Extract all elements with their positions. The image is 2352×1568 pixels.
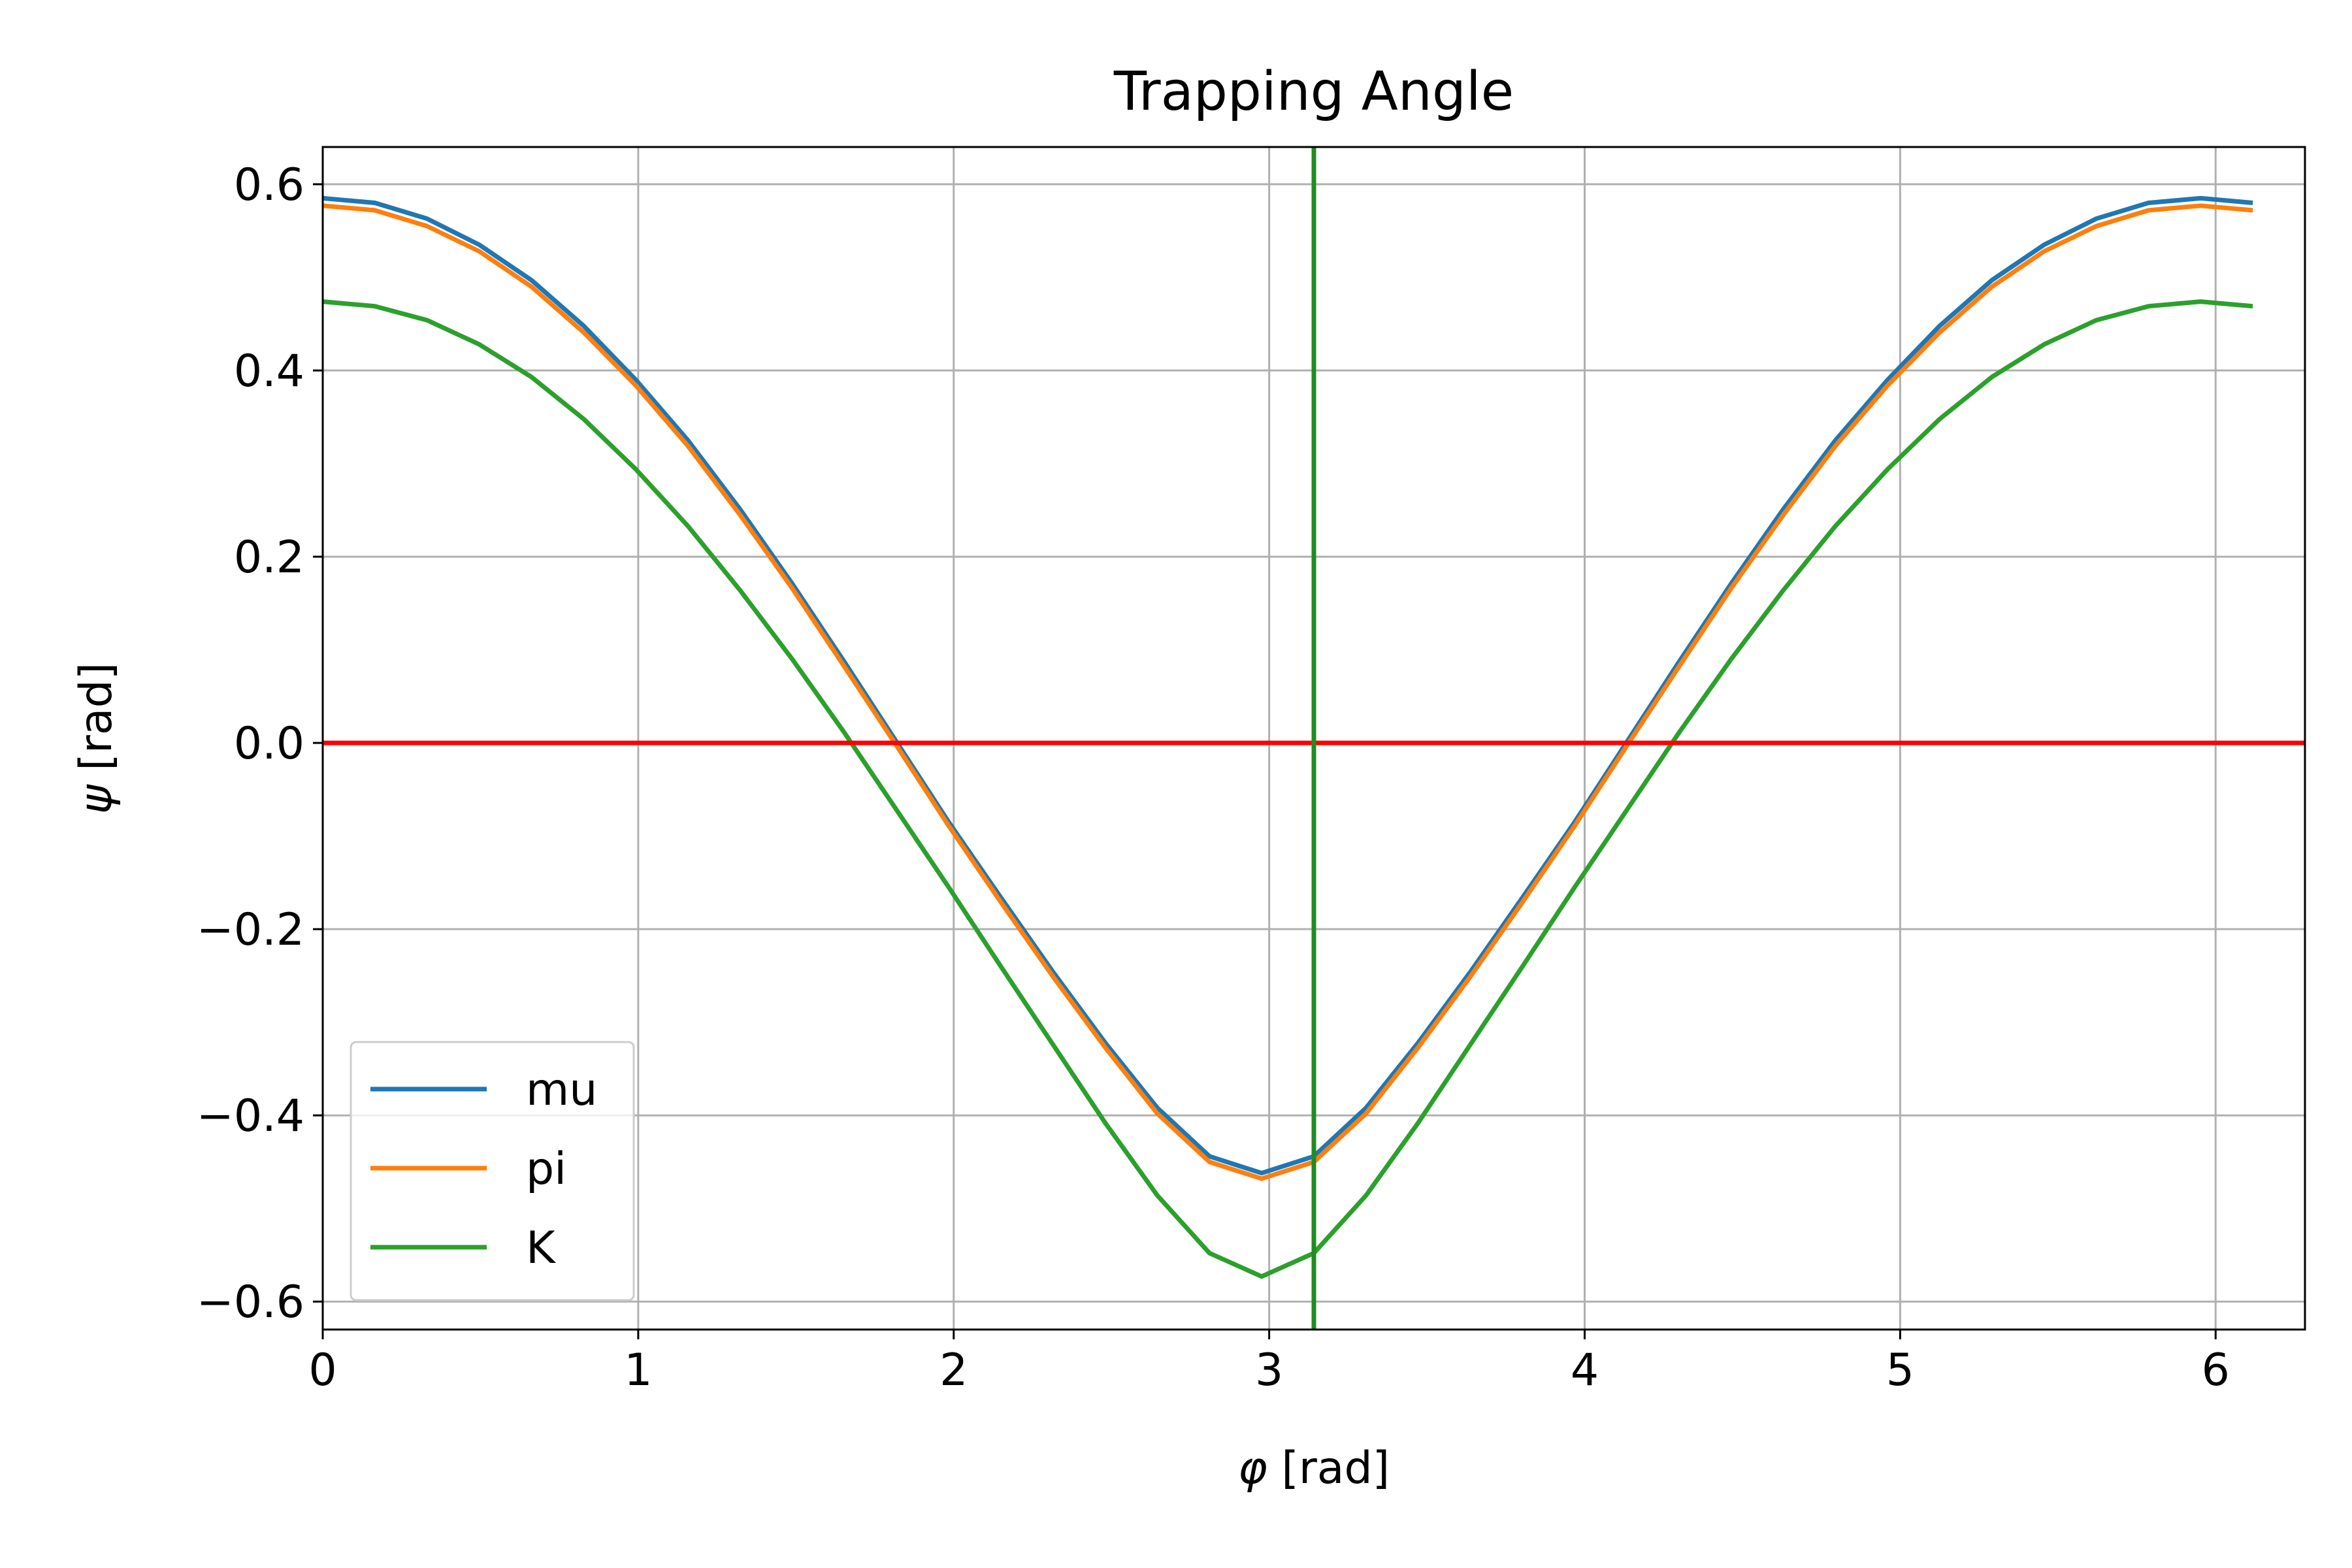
x-axis-symbol: φ <box>1238 1443 1267 1494</box>
y-tick-label: −0.4 <box>197 1090 304 1142</box>
x-tick-label: 3 <box>1255 1345 1283 1396</box>
reference-lines <box>323 147 2305 1330</box>
y-axis-unit-spacer <box>71 771 122 785</box>
legend-label-mu: mu <box>526 1064 597 1116</box>
x-axis-unit-spacer <box>1267 1443 1282 1494</box>
series-line-pi <box>322 203 2253 1181</box>
axis-ticks: 0 1 2 3 4 5 6 −0.6 −0.4 −0.2 0.0 0.2 0.4 0.6 <box>197 159 2230 1396</box>
legend-label-pi: pi <box>526 1143 566 1195</box>
chart-title: Trapping Angle <box>1113 61 1514 123</box>
legend-box <box>350 1041 635 1301</box>
y-tick-label: 0.4 <box>234 346 304 397</box>
x-tick-label: 4 <box>1571 1345 1599 1396</box>
series-line-K <box>322 299 2253 1279</box>
series-line-mu <box>322 195 2253 1176</box>
x-axis-unit: [rad] <box>1281 1443 1390 1494</box>
legend: mu pi K <box>350 1041 635 1301</box>
x-axis-label: φ [rad] <box>1238 1443 1390 1494</box>
plot-area-frame <box>321 146 2306 1331</box>
y-axis-symbol: ψ <box>71 784 122 814</box>
legend-label-K: K <box>526 1222 557 1274</box>
series-lines <box>322 195 2253 1279</box>
x-tick-label: 0 <box>308 1345 336 1396</box>
y-tick-label: 0.2 <box>234 532 304 583</box>
x-tick-label: 5 <box>1886 1345 1914 1396</box>
legend-entries: mu pi K <box>370 1064 597 1274</box>
x-tick-label: 1 <box>624 1345 652 1396</box>
x-tick-label: 2 <box>939 1345 968 1396</box>
x-tick-label: 6 <box>2202 1345 2230 1396</box>
y-axis-unit: [rad] <box>71 662 122 771</box>
y-tick-label: 0.6 <box>234 159 304 211</box>
y-axis-label: ψ [rad] <box>71 662 122 814</box>
y-tick-label: 0.0 <box>234 718 304 770</box>
y-tick-label: −0.2 <box>197 904 304 956</box>
y-tick-label: −0.6 <box>197 1277 304 1328</box>
